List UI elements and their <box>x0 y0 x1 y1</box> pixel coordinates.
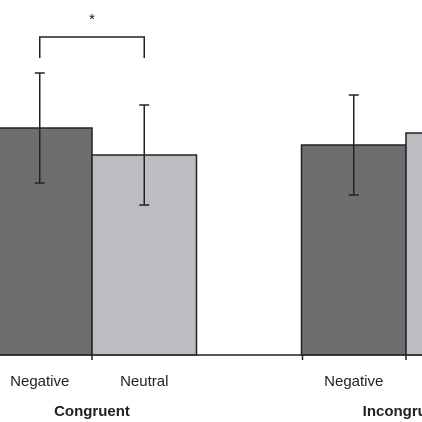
error-bar <box>34 72 45 184</box>
group-label: Incongruent <box>363 403 422 420</box>
error-bar <box>348 94 359 196</box>
group-label: Congruent <box>54 403 130 420</box>
bar-label: Negative <box>324 373 383 390</box>
error-bar <box>139 104 150 206</box>
bar <box>405 132 422 356</box>
bar-label: Negative <box>10 373 69 390</box>
bar-label: Neutral <box>120 373 168 390</box>
significance-mark: * <box>89 11 95 28</box>
significance-bracket <box>39 36 145 58</box>
bar <box>0 127 93 356</box>
